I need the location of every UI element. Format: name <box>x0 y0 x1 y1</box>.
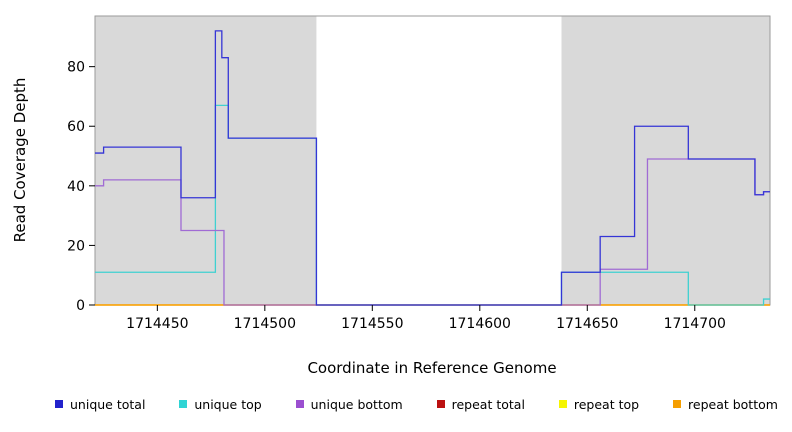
series-unique-total <box>95 30 770 306</box>
x-tick-label: 1714650 <box>556 316 618 332</box>
x-tick-label: 1714550 <box>341 316 403 332</box>
x-tick-label: 1714600 <box>449 316 511 332</box>
y-tick-label: 60 <box>67 119 85 135</box>
shaded-region <box>561 16 770 305</box>
legend-item-repeat-top: repeat top <box>558 396 640 412</box>
y-axis-label: Read Coverage Depth <box>11 78 29 243</box>
legend-item-repeat-total: repeat total <box>436 396 525 412</box>
y-tick-label: 40 <box>67 179 85 195</box>
shaded-regions <box>95 16 770 305</box>
legend-item-unique-bottom: unique bottom <box>295 396 403 412</box>
legend-swatch <box>436 400 445 408</box>
coverage-plot-svg: 1714450 1714500 1714550 1714600 1714650 17147… <box>11 15 771 377</box>
y-tick-label: 80 <box>67 60 85 76</box>
legend-swatch <box>55 400 63 408</box>
legend-swatch <box>295 400 304 408</box>
x-tick-label: 1714450 <box>126 316 188 332</box>
legend-item-unique-total: unique total <box>55 397 145 412</box>
legend-label: repeat bottom <box>688 396 778 412</box>
x-axis-label: Coordinate in Reference Genome <box>307 359 556 377</box>
legend-label: unique top <box>194 396 262 412</box>
legend-swatch <box>673 400 682 408</box>
legend-item-unique-top: unique top <box>179 396 262 412</box>
x-tick-label: 1714500 <box>234 316 296 332</box>
coverage-chart: 1714450 1714500 1714550 1714600 1714650 17147… <box>11 15 771 377</box>
y-tick-label: 0 <box>76 298 85 314</box>
shaded-region <box>95 16 317 305</box>
legend-swatch <box>179 400 188 408</box>
legend-label: unique total <box>70 396 146 412</box>
legend-label: repeat total <box>451 396 525 412</box>
legend-label: repeat top <box>573 396 640 412</box>
series-lines <box>95 30 770 306</box>
legend-swatch <box>558 400 567 408</box>
legend: unique total unique top unique bottom repea… <box>0 385 792 429</box>
legend-item-repeat-bottom: repeat bottom <box>673 397 778 412</box>
axes-ticks: 1714450 1714500 1714550 1714600 1714650 17147… <box>67 60 726 332</box>
y-tick-label: 20 <box>67 238 85 254</box>
x-tick-label: 1714700 <box>664 316 726 332</box>
legend-label: unique bottom <box>310 396 403 412</box>
